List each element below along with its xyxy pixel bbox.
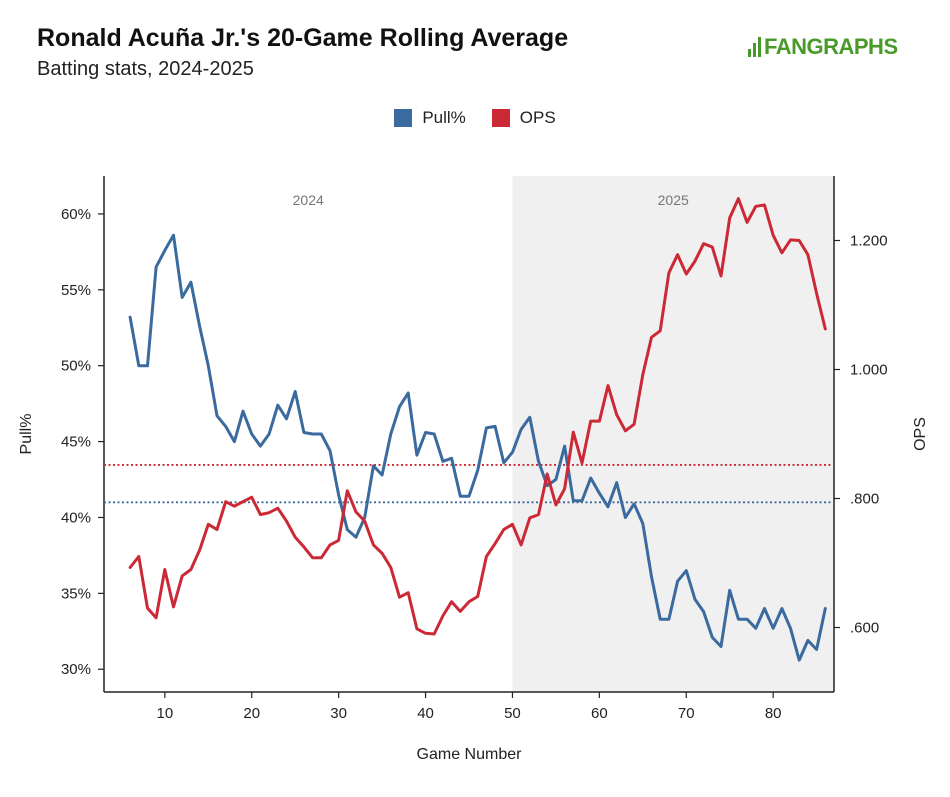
season-label-2025: 2025 [658, 192, 689, 208]
legend-item-ops[interactable]: OPS [491, 108, 556, 128]
legend-label-pull: Pull% [422, 108, 466, 127]
x-tick-label: 70 [678, 705, 695, 722]
legend-swatch-pull [394, 109, 413, 127]
y-left-tick-label: 30% [61, 661, 91, 678]
y-left-tick-label: 45% [61, 434, 91, 451]
x-tick-label: 60 [591, 705, 608, 722]
x-tick-label: 80 [765, 705, 782, 722]
legend-label-ops: OPS [519, 108, 556, 127]
x-tick-label: 50 [504, 705, 521, 722]
chart-legend: Pull% OPS [0, 108, 950, 128]
season-label-2024: 2024 [293, 192, 324, 208]
y-right-axis-title: OPS [912, 417, 929, 451]
legend-swatch-ops [491, 109, 510, 127]
y-right-tick-label: .800 [850, 491, 879, 508]
y-right-tick-label: 1.000 [850, 362, 888, 379]
y-left-tick-label: 60% [61, 206, 91, 223]
y-right-tick-label: .600 [850, 620, 879, 637]
logo-text: FANGRAPHS [764, 34, 898, 59]
x-tick-label: 20 [243, 705, 260, 722]
y-left-tick-label: 35% [61, 585, 91, 602]
series-line-ops [128, 197, 827, 636]
x-tick-label: 40 [417, 705, 434, 722]
y-right-tick-label: 1.200 [850, 233, 888, 250]
logo-bars-icon [748, 37, 761, 57]
series-line-pull [128, 233, 827, 662]
fangraphs-logo[interactable]: FANGRAPHS [748, 34, 898, 60]
y-left-tick-label: 50% [61, 358, 91, 375]
chart-title: Ronald Acuña Jr.'s 20-Game Rolling Avera… [37, 24, 569, 52]
chart-subtitle: Batting stats, 2024-2025 [37, 58, 254, 80]
x-tick-label: 30 [330, 705, 347, 722]
y-left-tick-label: 40% [61, 509, 91, 526]
y-left-axis-title: Pull% [18, 414, 35, 455]
y-left-tick-label: 55% [61, 282, 91, 299]
x-tick-label: 10 [156, 705, 173, 722]
legend-item-pull[interactable]: Pull% [394, 108, 466, 128]
x-axis-title: Game Number [417, 746, 523, 763]
